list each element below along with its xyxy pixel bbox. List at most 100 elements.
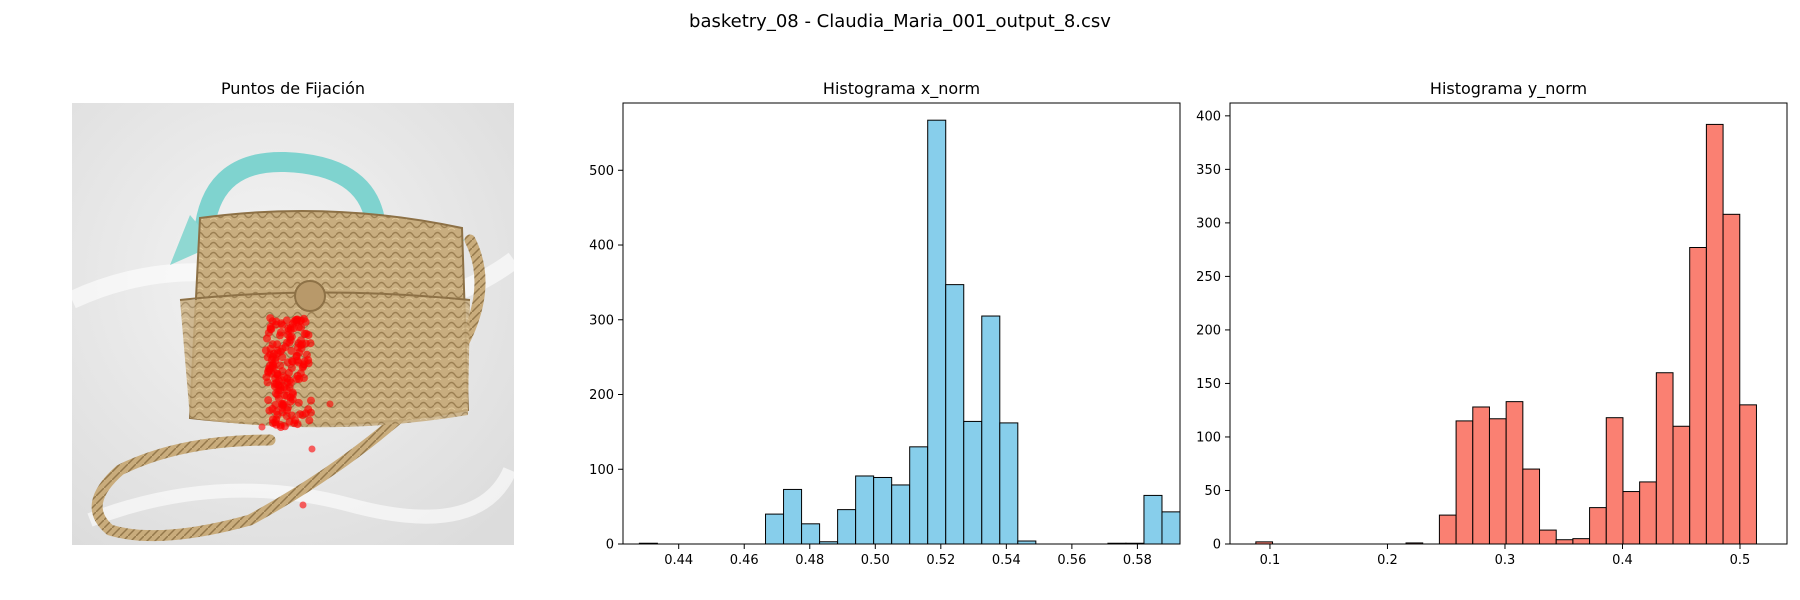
y-tick-label: 0	[606, 538, 614, 553]
histogram-bar	[1622, 491, 1641, 545]
y-tick-label: 300	[589, 313, 614, 328]
fixation-point	[261, 346, 270, 355]
histogram-bar	[801, 523, 821, 545]
histogram-bar	[783, 488, 803, 545]
x-tick-label: 0.44	[664, 553, 693, 568]
fixation-point	[298, 363, 307, 372]
y-tick-label: 350	[1196, 163, 1221, 178]
fixation-point	[287, 346, 296, 355]
histogram-bar	[1672, 425, 1691, 545]
y-tick-label: 100	[1196, 430, 1221, 445]
fixation-point	[292, 315, 301, 324]
fixation-point	[294, 323, 303, 332]
fixation-point	[295, 348, 304, 357]
fixation-point	[280, 422, 289, 431]
fixation-point	[294, 398, 303, 407]
fixation-point	[307, 396, 315, 405]
fixation-point	[283, 374, 292, 383]
x-tick-label: 0.52	[926, 553, 955, 568]
histogram-bar	[927, 119, 947, 545]
histogram-bar	[855, 475, 875, 545]
y-tick-label: 0	[1213, 538, 1221, 553]
fixation-point	[304, 359, 313, 368]
histogram-x-norm: Histograma x_norm 0.44 0.46 0.48 0.50 0.52 0.5…	[589, 79, 1181, 568]
y-tick-label: 300	[1196, 216, 1221, 231]
histogram-y-norm: Histograma y_norm 0.1 0.2 0.3 0.4 0.5 0 50 100 15…	[1196, 79, 1788, 568]
fixation-point	[258, 423, 266, 431]
fixation-point	[302, 350, 311, 359]
image-panel-title: Puntos de Fijación	[221, 79, 365, 98]
fixation-point	[282, 392, 291, 400]
histogram-bar	[1655, 372, 1674, 545]
y-tick-label: 500	[589, 164, 614, 179]
fixation-point	[285, 383, 294, 392]
x-tick-label: 0.54	[992, 553, 1021, 568]
chart-title: Histograma y_norm	[1430, 79, 1587, 99]
histogram-bar	[1161, 511, 1181, 545]
fixation-point	[293, 372, 302, 380]
histogram-bar	[999, 422, 1019, 545]
fixation-point	[293, 356, 302, 365]
histogram-bar	[1455, 420, 1474, 545]
y-tick-label: 400	[1196, 109, 1221, 124]
y-tick-label: 250	[1196, 270, 1221, 285]
fixation-point	[273, 346, 282, 355]
histogram-bar	[1689, 247, 1707, 545]
histogram-bar	[945, 284, 965, 545]
fixation-point	[302, 329, 311, 338]
histogram-bar	[1143, 494, 1163, 545]
fixation-point	[297, 336, 305, 345]
y-tick-label: 50	[1204, 484, 1221, 499]
histogram-bar	[765, 513, 785, 545]
histogram-bar	[1522, 468, 1541, 545]
fixation-point	[268, 317, 277, 326]
fixation-point	[274, 394, 283, 403]
fixation-point	[306, 339, 315, 348]
histogram-bar	[963, 420, 983, 545]
fixation-point	[288, 390, 297, 399]
fixation-point	[267, 369, 276, 378]
chart-title: Histograma x_norm	[823, 79, 980, 99]
histogram-bar	[1472, 406, 1490, 545]
histogram-bar	[1705, 123, 1724, 545]
figure-suptitle: basketry_08 - Claudia_Maria_001_output_8…	[689, 11, 1111, 32]
histogram-bar	[891, 484, 911, 545]
fixation-image-panel: Puntos de Fijación	[68, 79, 520, 545]
fixation-point	[305, 416, 314, 425]
histogram-bar	[909, 446, 929, 545]
x-tick-label: 0.50	[861, 553, 890, 568]
fixation-point	[284, 324, 293, 333]
fixation-point	[282, 338, 291, 347]
x-tick-label: 0.46	[730, 553, 759, 568]
y-tick-label: 100	[589, 463, 614, 478]
fixation-point	[264, 396, 273, 405]
fixation-point	[326, 400, 334, 408]
histogram-bar	[1572, 538, 1591, 545]
x-tick-label: 0.48	[795, 553, 824, 568]
histogram-bar	[981, 315, 1001, 545]
histogram-bar	[1722, 213, 1741, 545]
histogram-bar	[1589, 507, 1607, 545]
x-tick-label: 0.4	[1612, 553, 1633, 568]
x-tick-label: 0.5	[1730, 553, 1751, 568]
fixation-point	[276, 361, 285, 370]
histogram-bar	[1639, 481, 1657, 545]
fixation-point	[274, 381, 283, 390]
histogram-bar	[1605, 417, 1624, 545]
fixation-point	[279, 401, 288, 409]
fixation-point	[272, 415, 281, 424]
y-tick-label: 200	[589, 388, 614, 403]
histogram-bar	[1488, 418, 1507, 545]
fixation-point	[268, 340, 277, 349]
histogram-bar	[1505, 401, 1524, 545]
fixation-point	[267, 325, 276, 334]
fixation-point	[298, 411, 307, 420]
fixation-point	[287, 363, 296, 372]
fixation-point	[278, 320, 287, 329]
plot-frame	[1229, 102, 1788, 545]
fixation-points	[258, 314, 334, 509]
histogram-bar	[1555, 539, 1574, 545]
y-tick-label: 150	[1196, 377, 1221, 392]
histogram-bar	[1739, 404, 1757, 545]
